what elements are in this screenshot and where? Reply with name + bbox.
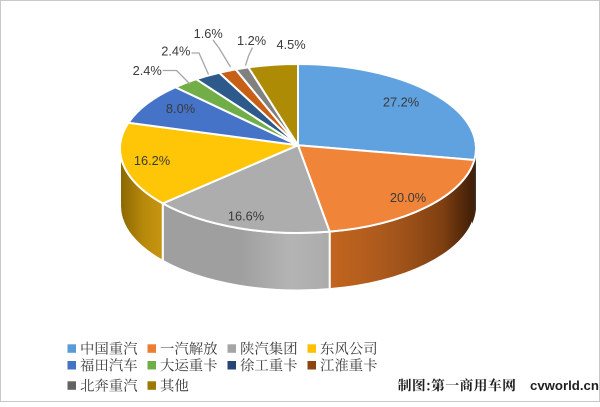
svg-text:16.6%: 16.6%	[228, 209, 264, 224]
svg-text:8.0%: 8.0%	[166, 101, 195, 116]
svg-text:16.2%: 16.2%	[134, 153, 170, 168]
svg-text:4.5%: 4.5%	[277, 37, 306, 52]
svg-text:27.2%: 27.2%	[383, 94, 419, 109]
svg-text:1.6%: 1.6%	[194, 26, 223, 41]
svg-text:2.4%: 2.4%	[161, 44, 190, 59]
svg-text:20.0%: 20.0%	[390, 190, 426, 205]
svg-text:2.4%: 2.4%	[133, 63, 162, 78]
svg-text:cvworld.cn: cvworld.cn	[530, 378, 599, 393]
svg-text:1.2%: 1.2%	[237, 33, 266, 48]
